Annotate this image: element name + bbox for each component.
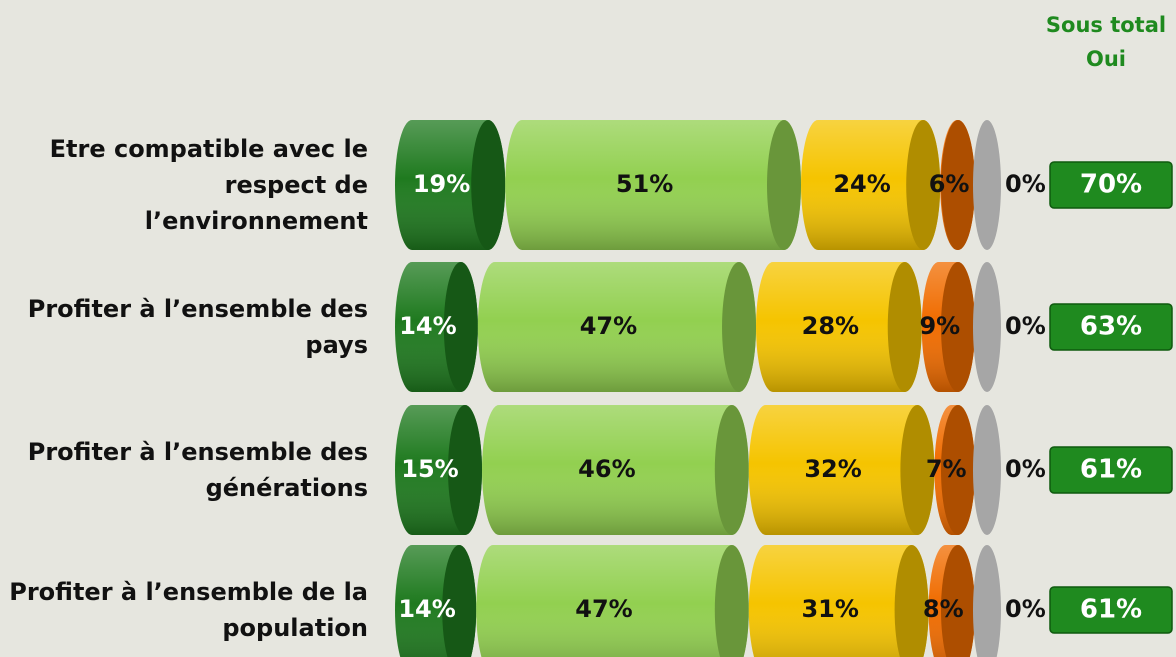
cylinder-segment (476, 545, 749, 657)
cylinder-segment (395, 262, 478, 392)
segment-cap (973, 405, 1001, 535)
cylinder-segment (973, 262, 1001, 392)
subtotal-title: Sous total Oui (1045, 13, 1167, 71)
segment-cap (906, 120, 941, 250)
subtotal-label: 70% (1080, 170, 1142, 200)
cylinder-segment (395, 545, 477, 657)
value-label: 8% (923, 595, 964, 623)
value-label: 31% (801, 595, 858, 623)
segment-cap (714, 405, 749, 535)
category-label: Profiter à l’ensemble des pays (27, 295, 368, 359)
value-label: 51% (616, 170, 673, 198)
value-label: 19% (413, 170, 470, 198)
segment-shade (482, 405, 749, 535)
subtotal-box (1049, 586, 1173, 634)
segment-shade (756, 262, 922, 392)
cylinder-segment (934, 405, 975, 535)
category-label: Profiter à l’ensemble des générations (27, 438, 368, 502)
cylinder-segment (801, 120, 941, 250)
cylinder-segment (395, 405, 482, 535)
segment-cap (900, 405, 935, 535)
subtotal-box (1049, 161, 1173, 209)
subtotal-label: 61% (1080, 455, 1142, 485)
subtotal-label: 63% (1080, 312, 1142, 342)
value-label: 6% (929, 170, 970, 198)
cylinder-segment (940, 120, 975, 250)
segment-cap (973, 545, 1001, 657)
segment-cap (894, 545, 929, 657)
subtotal-box (1049, 446, 1173, 494)
segment-cap (448, 405, 482, 535)
segment-shade (748, 545, 929, 657)
value-label: 47% (580, 312, 637, 340)
cylinder-segment (482, 405, 749, 535)
segment-cap (941, 262, 975, 392)
cylinder-segment (973, 545, 1001, 657)
segment-cap (887, 262, 922, 392)
segment-cap (973, 262, 1001, 392)
value-label: 0% (1005, 455, 1046, 483)
cylinder-segment (921, 262, 975, 392)
segment-cap (714, 545, 749, 657)
value-label: 0% (1005, 312, 1046, 340)
segment-cap (941, 120, 975, 250)
subtotal-label: 61% (1080, 595, 1142, 625)
segment-shade (477, 262, 757, 392)
cylinder-segment (395, 120, 506, 250)
category-label: Profiter à l’ensemble de la population (9, 578, 368, 642)
segment-shade (505, 120, 801, 250)
value-label: 24% (833, 170, 890, 198)
segment-cap (722, 262, 757, 392)
value-label: 0% (1005, 595, 1046, 623)
value-label: 7% (926, 455, 967, 483)
cylinder-segment (973, 120, 1001, 250)
cylinder-segment (756, 262, 922, 392)
value-label: 46% (578, 455, 635, 483)
segment-cap (442, 545, 477, 657)
cylinder-segment (928, 545, 975, 657)
value-label: 15% (401, 455, 458, 483)
segment-cap (471, 120, 506, 250)
subtotal-box (1049, 303, 1173, 351)
segment-cap (767, 120, 801, 250)
value-label: 32% (804, 455, 861, 483)
value-label: 9% (919, 312, 960, 340)
cylinder-segment (477, 262, 757, 392)
value-label: 0% (1005, 170, 1046, 198)
cylinder-segment (748, 405, 935, 535)
segment-cap (941, 405, 975, 535)
value-label: 28% (802, 312, 859, 340)
value-label: 47% (575, 595, 632, 623)
cylinder-segment (973, 405, 1001, 535)
value-label: 14% (398, 595, 455, 623)
segment-shade (748, 405, 935, 535)
segment-shade (476, 545, 749, 657)
cylinder-segment (748, 545, 929, 657)
segment-cap (443, 262, 478, 392)
segment-shade (801, 120, 941, 250)
cylinder-segment (505, 120, 801, 250)
value-label: 14% (399, 312, 456, 340)
segment-cap (941, 545, 975, 657)
segment-cap (973, 120, 1001, 250)
category-label: Etre compatible avec le respect de l’env… (49, 135, 368, 235)
